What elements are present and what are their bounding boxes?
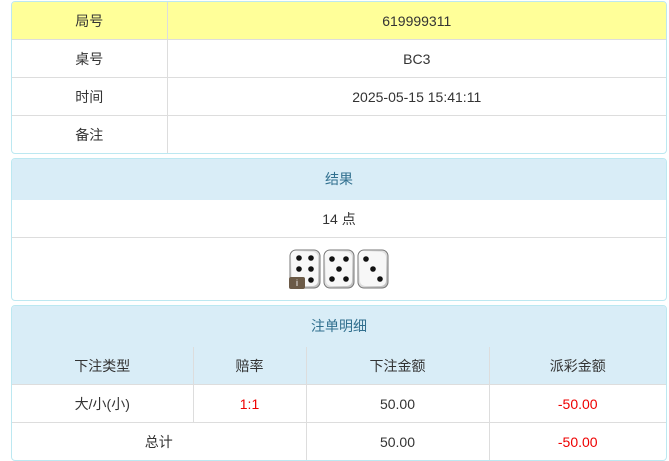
value: BC3 (166, 39, 666, 78)
label: 局号 (12, 2, 168, 40)
result-panel: 结果 14 点 i (11, 158, 667, 301)
result-title: 结果 (12, 159, 666, 200)
row-time: 时间 2025-05-15 15:41:11 (12, 77, 666, 116)
info-badge-icon[interactable]: i (289, 277, 305, 289)
die-5-icon (323, 249, 355, 289)
value: 619999311 (166, 2, 666, 40)
round-info-panel: 局号 619999311 桌号 BC3 时间 2025-05-15 15:41:11 … (11, 1, 667, 154)
table-row: 大/小(小) 1:1 50.00 -50.00 (12, 384, 666, 423)
label: 时间 (12, 77, 168, 116)
bet-type: 大/小(小) (12, 384, 194, 423)
value: 2025-05-15 15:41:11 (166, 77, 666, 116)
total-payout: -50.00 (488, 422, 666, 460)
bet-detail-panel: 注单明细 下注类型 赔率 下注金额 派彩金额 大/小(小) 1:1 50.00 … (11, 305, 667, 461)
col-bet-type: 下注类型 (12, 346, 194, 385)
payout: -50.00 (488, 384, 666, 423)
row-remark: 备注 (12, 115, 666, 153)
dice-row: i (12, 237, 666, 300)
col-bet-amount: 下注金额 (305, 346, 490, 385)
label: 备注 (12, 115, 168, 153)
total-amount: 50.00 (305, 422, 490, 460)
total-label: 总计 (12, 422, 307, 460)
die-6-icon: i (289, 249, 321, 289)
bet-amount: 50.00 (305, 384, 490, 423)
bet-detail-title: 注单明细 (12, 306, 666, 347)
label: 桌号 (12, 39, 168, 78)
col-payout: 派彩金额 (488, 346, 666, 385)
total-row: 总计 50.00 -50.00 (12, 422, 666, 460)
col-odds: 赔率 (192, 346, 307, 385)
value (166, 115, 666, 153)
row-round-id: 局号 619999311 (12, 2, 666, 40)
result-points: 14 点 (12, 199, 666, 238)
odds: 1:1 (192, 384, 307, 423)
die-3-icon (357, 249, 389, 289)
row-table: 桌号 BC3 (12, 39, 666, 78)
